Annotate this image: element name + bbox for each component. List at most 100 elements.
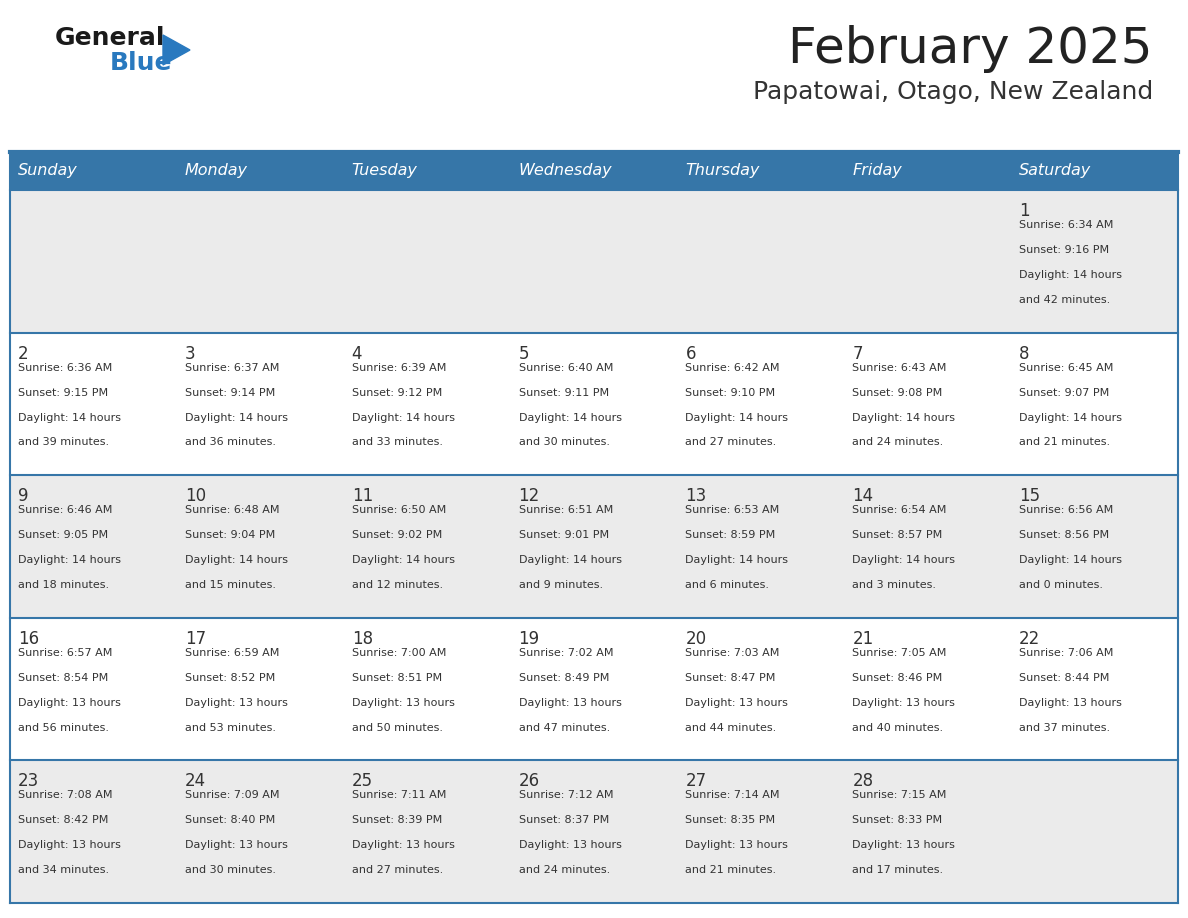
Text: Daylight: 14 hours: Daylight: 14 hours [519,412,621,422]
Text: Sunrise: 6:54 AM: Sunrise: 6:54 AM [852,505,947,515]
Text: Daylight: 13 hours: Daylight: 13 hours [18,698,121,708]
Text: Sunset: 8:59 PM: Sunset: 8:59 PM [685,531,776,540]
Text: Sunrise: 6:50 AM: Sunrise: 6:50 AM [352,505,446,515]
Text: Daylight: 14 hours: Daylight: 14 hours [852,412,955,422]
Text: Daylight: 13 hours: Daylight: 13 hours [519,698,621,708]
Text: 28: 28 [852,772,873,790]
Text: Daylight: 13 hours: Daylight: 13 hours [519,840,621,850]
Text: and 47 minutes.: and 47 minutes. [519,722,609,733]
Text: 19: 19 [519,630,539,648]
Text: Sunset: 8:46 PM: Sunset: 8:46 PM [852,673,942,683]
Text: 1: 1 [1019,202,1030,220]
Text: Sunrise: 7:11 AM: Sunrise: 7:11 AM [352,790,446,800]
Text: Sunset: 8:37 PM: Sunset: 8:37 PM [519,815,608,825]
Text: Daylight: 14 hours: Daylight: 14 hours [852,555,955,565]
Text: Daylight: 14 hours: Daylight: 14 hours [685,412,789,422]
Text: Daylight: 14 hours: Daylight: 14 hours [1019,412,1123,422]
Text: Daylight: 14 hours: Daylight: 14 hours [185,555,287,565]
Text: Daylight: 13 hours: Daylight: 13 hours [685,840,789,850]
Text: Sunrise: 6:53 AM: Sunrise: 6:53 AM [685,505,779,515]
Text: 21: 21 [852,630,873,648]
Text: Sunrise: 7:02 AM: Sunrise: 7:02 AM [519,648,613,658]
Text: 10: 10 [185,487,206,505]
Text: and 17 minutes.: and 17 minutes. [852,866,943,875]
Text: 2: 2 [18,344,29,363]
Text: and 3 minutes.: and 3 minutes. [852,580,936,590]
Text: and 27 minutes.: and 27 minutes. [352,866,443,875]
Text: Sunset: 8:52 PM: Sunset: 8:52 PM [185,673,276,683]
Text: and 9 minutes.: and 9 minutes. [519,580,602,590]
Text: Daylight: 13 hours: Daylight: 13 hours [18,840,121,850]
Text: Daylight: 14 hours: Daylight: 14 hours [519,555,621,565]
Text: and 6 minutes.: and 6 minutes. [685,580,770,590]
Text: 18: 18 [352,630,373,648]
Text: Daylight: 14 hours: Daylight: 14 hours [352,412,455,422]
Text: and 56 minutes.: and 56 minutes. [18,722,109,733]
Text: and 30 minutes.: and 30 minutes. [185,866,276,875]
Text: 8: 8 [1019,344,1030,363]
Text: Sunrise: 6:46 AM: Sunrise: 6:46 AM [18,505,113,515]
Text: Daylight: 14 hours: Daylight: 14 hours [18,412,121,422]
Text: and 36 minutes.: and 36 minutes. [185,438,276,447]
Text: 6: 6 [685,344,696,363]
Text: 22: 22 [1019,630,1041,648]
Text: Sunset: 9:12 PM: Sunset: 9:12 PM [352,387,442,397]
Text: 24: 24 [185,772,206,790]
Text: Daylight: 14 hours: Daylight: 14 hours [185,412,287,422]
Text: Sunset: 8:40 PM: Sunset: 8:40 PM [185,815,276,825]
Text: Sunset: 8:39 PM: Sunset: 8:39 PM [352,815,442,825]
Text: and 40 minutes.: and 40 minutes. [852,722,943,733]
Text: Sunset: 8:49 PM: Sunset: 8:49 PM [519,673,609,683]
Text: Sunrise: 6:56 AM: Sunrise: 6:56 AM [1019,505,1113,515]
Text: 13: 13 [685,487,707,505]
Text: Blue: Blue [110,51,172,75]
Text: Sunset: 9:10 PM: Sunset: 9:10 PM [685,387,776,397]
Text: Sunrise: 6:34 AM: Sunrise: 6:34 AM [1019,220,1113,230]
Text: 4: 4 [352,344,362,363]
Text: Sunset: 8:57 PM: Sunset: 8:57 PM [852,531,942,540]
Text: Daylight: 14 hours: Daylight: 14 hours [352,555,455,565]
Text: February 2025: February 2025 [789,25,1154,73]
Bar [10,476,1178,618]
Bar [10,332,1178,476]
Text: Sunrise: 6:36 AM: Sunrise: 6:36 AM [18,363,112,373]
Text: and 27 minutes.: and 27 minutes. [685,438,777,447]
Text: and 24 minutes.: and 24 minutes. [852,438,943,447]
Text: Sunset: 8:33 PM: Sunset: 8:33 PM [852,815,942,825]
Text: Sunday: Sunday [18,163,77,178]
Bar [10,618,1178,760]
Text: Daylight: 13 hours: Daylight: 13 hours [352,698,455,708]
Text: 23: 23 [18,772,39,790]
Text: Sunset: 9:11 PM: Sunset: 9:11 PM [519,387,608,397]
Text: Sunset: 8:47 PM: Sunset: 8:47 PM [685,673,776,683]
Text: 5: 5 [519,344,529,363]
Text: 11: 11 [352,487,373,505]
Text: Daylight: 14 hours: Daylight: 14 hours [18,555,121,565]
Polygon shape [163,35,190,65]
Text: and 18 minutes.: and 18 minutes. [18,580,109,590]
Text: and 53 minutes.: and 53 minutes. [185,722,276,733]
Text: Wednesday: Wednesday [519,163,612,178]
Text: 12: 12 [519,487,539,505]
Text: and 21 minutes.: and 21 minutes. [1019,438,1111,447]
Text: Sunrise: 7:03 AM: Sunrise: 7:03 AM [685,648,779,658]
Text: Sunset: 8:35 PM: Sunset: 8:35 PM [685,815,776,825]
Text: Daylight: 13 hours: Daylight: 13 hours [685,698,789,708]
Text: and 30 minutes.: and 30 minutes. [519,438,609,447]
Text: Daylight: 13 hours: Daylight: 13 hours [185,840,287,850]
Text: Daylight: 13 hours: Daylight: 13 hours [1019,698,1121,708]
Text: Friday: Friday [852,163,902,178]
Text: Sunset: 9:05 PM: Sunset: 9:05 PM [18,531,108,540]
Text: 7: 7 [852,344,862,363]
Text: and 37 minutes.: and 37 minutes. [1019,722,1111,733]
Text: Daylight: 14 hours: Daylight: 14 hours [1019,555,1123,565]
Text: General: General [55,26,165,50]
Text: Sunrise: 6:42 AM: Sunrise: 6:42 AM [685,363,781,373]
Text: Sunset: 9:15 PM: Sunset: 9:15 PM [18,387,108,397]
Text: 27: 27 [685,772,707,790]
Text: Sunset: 9:04 PM: Sunset: 9:04 PM [185,531,276,540]
Text: Sunrise: 6:37 AM: Sunrise: 6:37 AM [185,363,279,373]
Text: Tuesday: Tuesday [352,163,418,178]
Text: Sunset: 8:56 PM: Sunset: 8:56 PM [1019,531,1110,540]
Text: 16: 16 [18,630,39,648]
